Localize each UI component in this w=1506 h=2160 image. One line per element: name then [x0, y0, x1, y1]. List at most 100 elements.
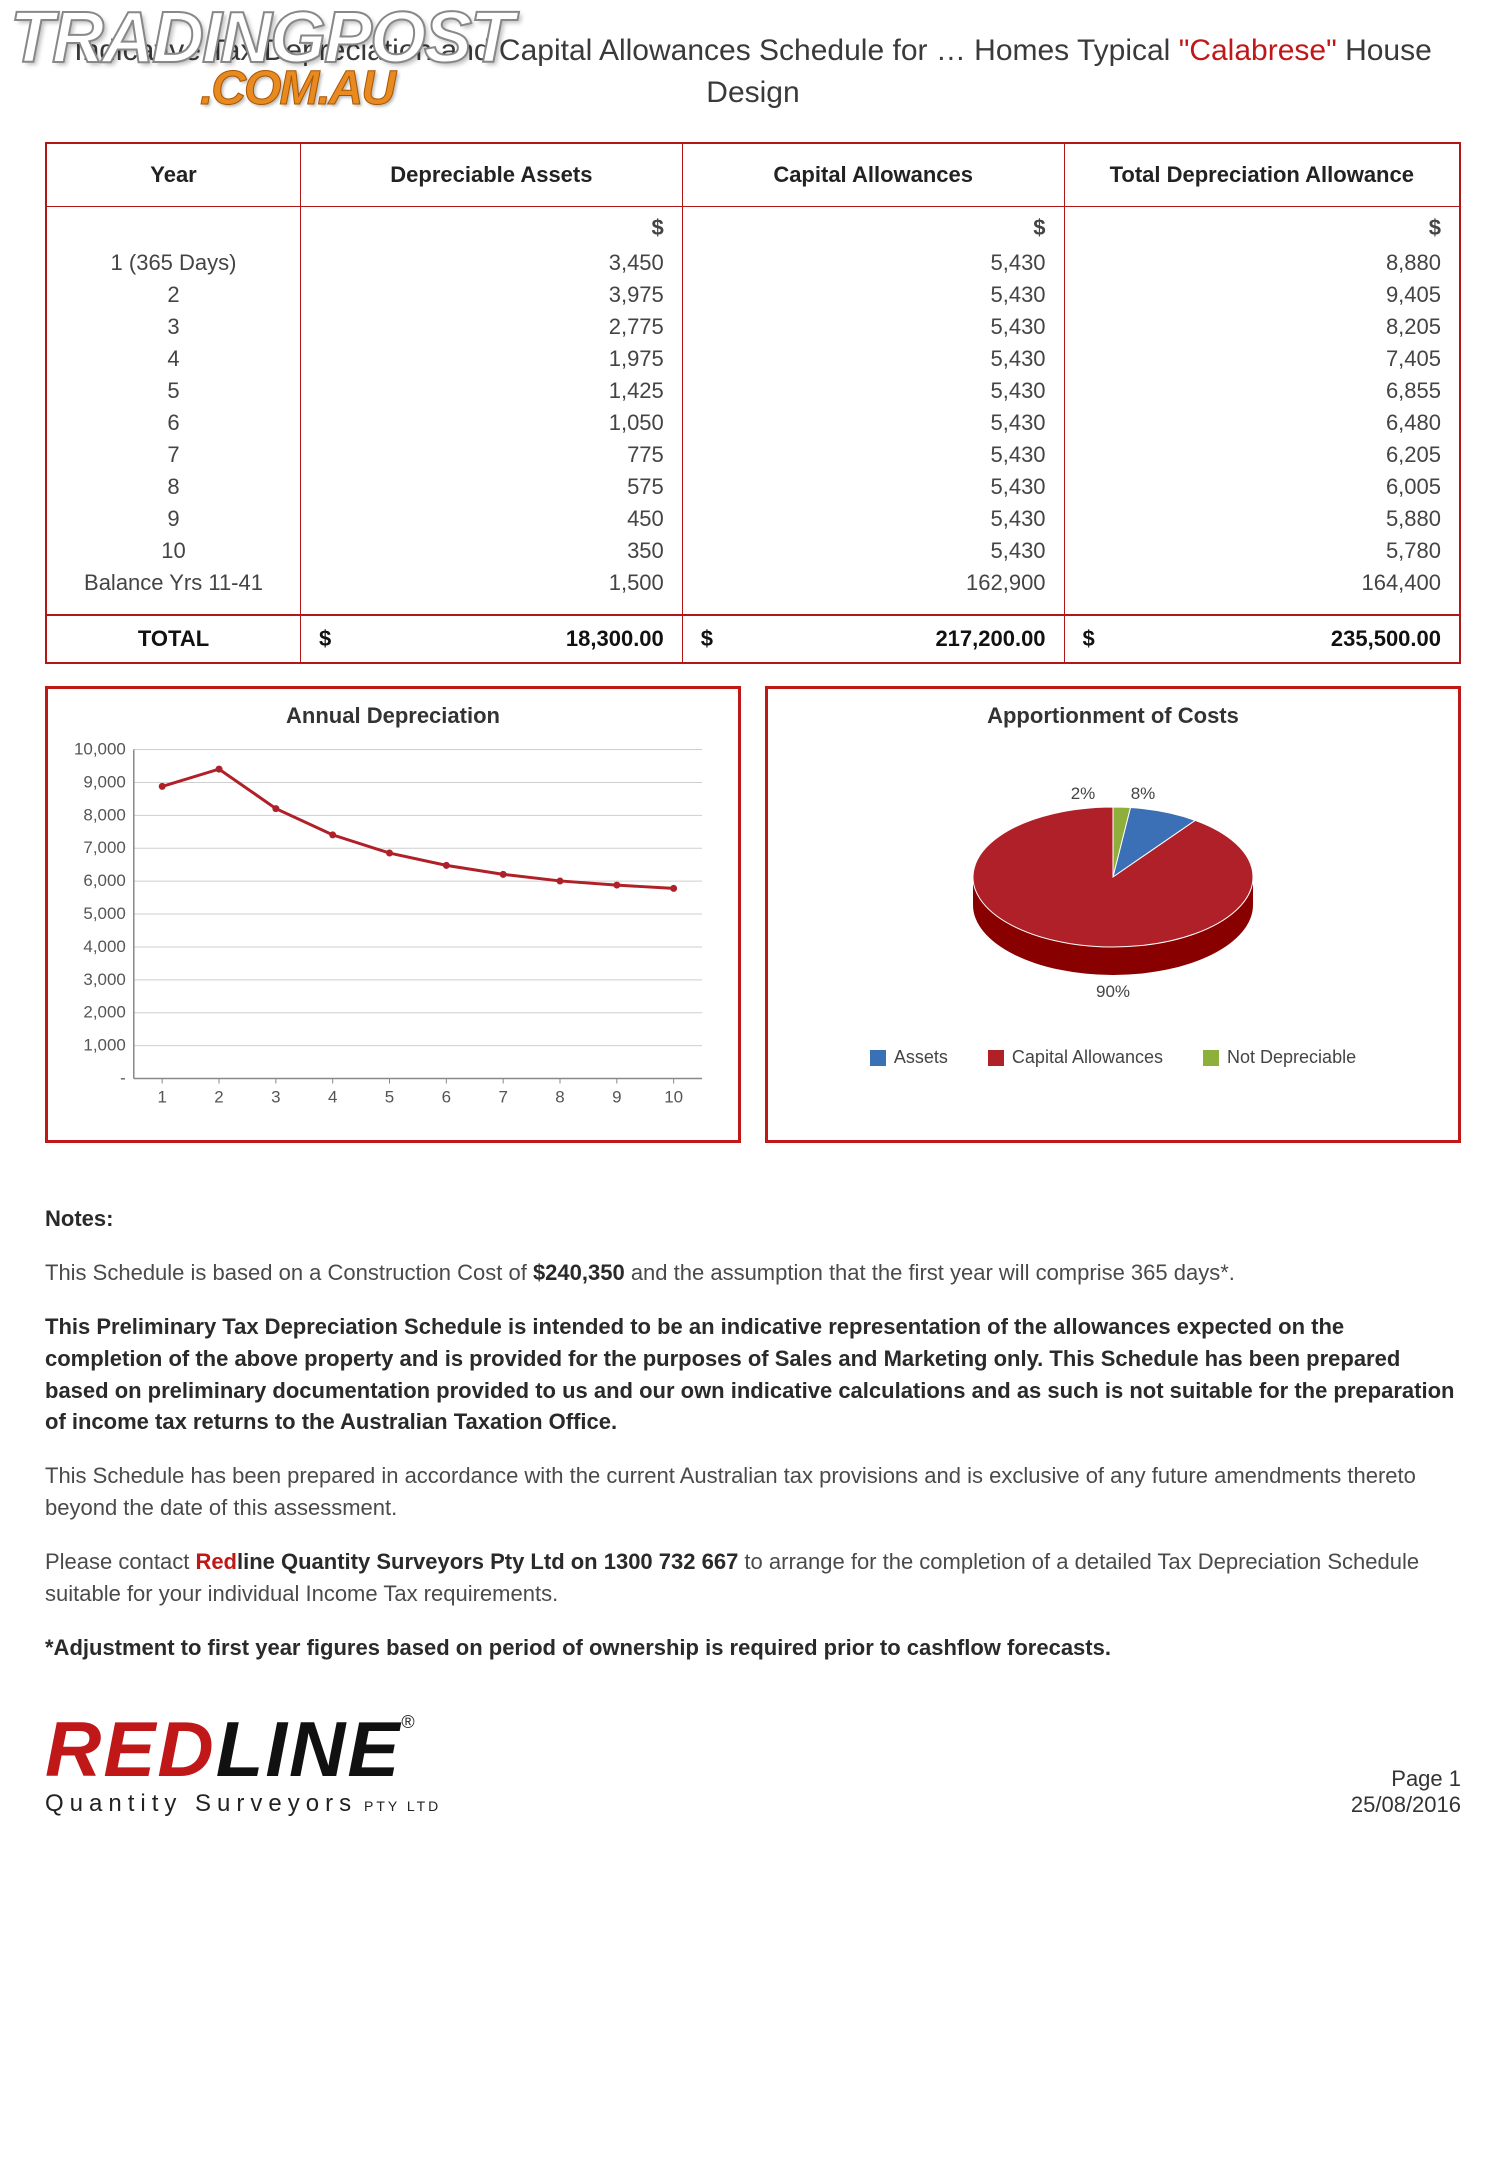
- table-row: 9 450 5,430 5,880: [46, 503, 1460, 535]
- cell-capital: 162,900: [682, 567, 1064, 599]
- notes-p4: Please contact Redline Quantity Surveyor…: [45, 1546, 1461, 1610]
- cell-year: 8: [46, 471, 301, 503]
- cell-assets: 775: [301, 439, 683, 471]
- cell-year: 9: [46, 503, 301, 535]
- depreciation-table: Year Depreciable Assets Capital Allowanc…: [45, 142, 1461, 664]
- cell-capital: 5,430: [682, 471, 1064, 503]
- notes-p3: This Schedule has been prepared in accor…: [45, 1460, 1461, 1524]
- cell-assets: 3,975: [301, 279, 683, 311]
- cell-capital: 5,430: [682, 343, 1064, 375]
- cell-assets: 450: [301, 503, 683, 535]
- cell-total: 5,780: [1064, 535, 1460, 567]
- svg-text:6,000: 6,000: [83, 871, 125, 890]
- svg-text:2,000: 2,000: [83, 1003, 125, 1022]
- pie-chart-box: Apportionment of Costs 2%8%90% AssetsCap…: [765, 686, 1461, 1143]
- notes-p1b: and the assumption that the first year w…: [625, 1260, 1235, 1285]
- cell-total: 6,480: [1064, 407, 1460, 439]
- title-prefix: Indicative Tax Depreciation and Capital …: [74, 34, 1178, 67]
- table-row: 1 (365 Days) 3,450 5,430 8,880: [46, 247, 1460, 279]
- pie-chart-svg: 2%8%90%: [903, 757, 1323, 1017]
- th-year: Year: [46, 143, 301, 207]
- legend-item: Not Depreciable: [1203, 1047, 1356, 1068]
- logo-registered: ®: [401, 1712, 416, 1732]
- cell-total: 9,405: [1064, 279, 1460, 311]
- cell-capital: 5,430: [682, 439, 1064, 471]
- table-row: 8 575 5,430 6,005: [46, 471, 1460, 503]
- table-row: 6 1,050 5,430 6,480: [46, 407, 1460, 439]
- logo-pty: PTY LTD: [357, 1798, 441, 1814]
- notes-heading: Notes:: [45, 1203, 1461, 1235]
- page-title: Indicative Tax Depreciation and Capital …: [45, 30, 1461, 114]
- legend-label: Capital Allowances: [1012, 1047, 1163, 1068]
- table-total-row: TOTAL $18,300.00 $217,200.00 $235,500.00: [46, 615, 1460, 663]
- svg-text:9: 9: [612, 1087, 621, 1106]
- page-number: Page 1: [1351, 1766, 1461, 1792]
- pie-chart-title: Apportionment of Costs: [784, 703, 1442, 729]
- svg-text:3: 3: [271, 1087, 280, 1106]
- notes-p4a: Please contact: [45, 1549, 195, 1574]
- logo-red: RED: [45, 1705, 216, 1793]
- cell-year: 5: [46, 375, 301, 407]
- cell-assets: 2,775: [301, 311, 683, 343]
- cell-total: 6,005: [1064, 471, 1460, 503]
- cell-capital: 5,430: [682, 279, 1064, 311]
- cell-year: 3: [46, 311, 301, 343]
- cell-year: Balance Yrs 11-41: [46, 567, 301, 599]
- notes-p4-red: Red: [195, 1549, 237, 1574]
- notes-p1-bold: $240,350: [533, 1260, 625, 1285]
- cell-capital: 5,430: [682, 407, 1064, 439]
- cell-year: 10: [46, 535, 301, 567]
- legend-swatch: [870, 1050, 886, 1066]
- svg-text:6: 6: [442, 1087, 451, 1106]
- svg-text:1,000: 1,000: [83, 1036, 125, 1055]
- logo-sub-text: Quantity Surveyors: [45, 1790, 357, 1817]
- cell-assets: 3,450: [301, 247, 683, 279]
- svg-text:90%: 90%: [1096, 982, 1130, 1001]
- cell-assets: 1,425: [301, 375, 683, 407]
- table-row: 3 2,775 5,430 8,205: [46, 311, 1460, 343]
- cell-year: 2: [46, 279, 301, 311]
- total-total: $235,500.00: [1064, 615, 1460, 663]
- notes-p1: This Schedule is based on a Construction…: [45, 1257, 1461, 1289]
- footer: REDLINE® Quantity Surveyors PTY LTD Page…: [45, 1714, 1461, 1818]
- legend-item: Capital Allowances: [988, 1047, 1163, 1068]
- svg-text:8: 8: [555, 1087, 564, 1106]
- total-assets: $18,300.00: [301, 615, 683, 663]
- svg-text:2: 2: [214, 1087, 223, 1106]
- total-label: TOTAL: [46, 615, 301, 663]
- legend-label: Not Depreciable: [1227, 1047, 1356, 1068]
- svg-text:10,000: 10,000: [74, 740, 126, 759]
- line-chart-title: Annual Depreciation: [64, 703, 722, 729]
- page-date: 25/08/2016: [1351, 1792, 1461, 1818]
- cell-total: 6,855: [1064, 375, 1460, 407]
- line-chart-svg: -1,0002,0003,0004,0005,0006,0007,0008,00…: [64, 739, 722, 1119]
- svg-text:-: -: [120, 1069, 126, 1088]
- total-capital: $217,200.00: [682, 615, 1064, 663]
- cell-assets: 1,050: [301, 407, 683, 439]
- cell-capital: 5,430: [682, 375, 1064, 407]
- cell-total: 6,205: [1064, 439, 1460, 471]
- cell-total: 164,400: [1064, 567, 1460, 599]
- logo-black: LINE: [216, 1705, 402, 1793]
- svg-text:7: 7: [498, 1087, 507, 1106]
- svg-text:2%: 2%: [1071, 784, 1096, 803]
- cell-total: 8,880: [1064, 247, 1460, 279]
- cell-year: 4: [46, 343, 301, 375]
- table-row: 4 1,975 5,430 7,405: [46, 343, 1460, 375]
- cell-year: 1 (365 Days): [46, 247, 301, 279]
- svg-text:5,000: 5,000: [83, 904, 125, 923]
- svg-text:5: 5: [385, 1087, 394, 1106]
- svg-text:10: 10: [664, 1087, 683, 1106]
- title-highlight: "Calabrese": [1179, 34, 1337, 67]
- cell-assets: 1,500: [301, 567, 683, 599]
- th-capital: Capital Allowances: [682, 143, 1064, 207]
- currency-row: $$$: [46, 207, 1460, 248]
- legend-swatch: [988, 1050, 1004, 1066]
- cell-year: 6: [46, 407, 301, 439]
- cell-capital: 5,430: [682, 247, 1064, 279]
- notes-p4-bold: line Quantity Surveyors Pty Ltd on 1300 …: [237, 1549, 738, 1574]
- pie-legend: AssetsCapital AllowancesNot Depreciable: [870, 1047, 1356, 1068]
- cell-total: 8,205: [1064, 311, 1460, 343]
- cell-year: 7: [46, 439, 301, 471]
- th-total: Total Depreciation Allowance: [1064, 143, 1460, 207]
